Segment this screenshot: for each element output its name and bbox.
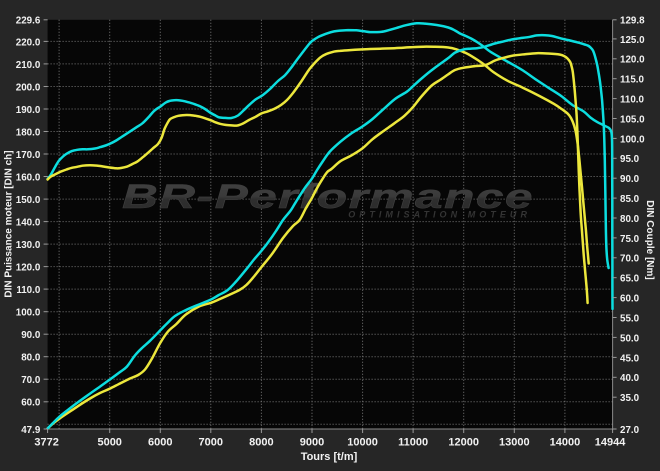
svg-text:100.0: 100.0 — [620, 134, 645, 145]
svg-text:70.0: 70.0 — [620, 254, 640, 265]
svg-text:3772: 3772 — [34, 437, 58, 449]
svg-text:OPTIMISATION MOTEUR: OPTIMISATION MOTEUR — [348, 210, 531, 220]
svg-text:60.0: 60.0 — [21, 398, 41, 409]
svg-text:220.0: 220.0 — [16, 37, 41, 48]
svg-text:85.0: 85.0 — [620, 194, 640, 205]
svg-text:10000: 10000 — [347, 437, 378, 449]
svg-text:130.0: 130.0 — [16, 240, 41, 251]
svg-text:129.8: 129.8 — [620, 16, 645, 27]
svg-text:90.0: 90.0 — [21, 330, 41, 341]
svg-text:47.9: 47.9 — [21, 425, 41, 436]
svg-text:80.0: 80.0 — [620, 214, 640, 225]
svg-text:90.0: 90.0 — [620, 174, 640, 185]
svg-text:BR-Performance: BR-Performance — [122, 178, 534, 216]
svg-text:210.0: 210.0 — [16, 60, 41, 71]
svg-text:65.0: 65.0 — [620, 274, 640, 285]
svg-text:170.0: 170.0 — [16, 150, 41, 161]
svg-text:80.0: 80.0 — [21, 353, 41, 364]
svg-text:190.0: 190.0 — [16, 105, 41, 116]
svg-text:100.0: 100.0 — [16, 308, 41, 319]
svg-text:125.0: 125.0 — [620, 35, 645, 46]
svg-text:115.0: 115.0 — [620, 75, 645, 86]
svg-text:150.0: 150.0 — [16, 195, 41, 206]
svg-text:11000: 11000 — [398, 437, 428, 449]
svg-text:60.0: 60.0 — [620, 294, 640, 305]
svg-text:DIN Puissance moteur [DIN ch]: DIN Puissance moteur [DIN ch] — [4, 150, 15, 297]
svg-text:229.6: 229.6 — [16, 16, 41, 27]
svg-text:12000: 12000 — [448, 437, 479, 449]
svg-text:95.0: 95.0 — [620, 154, 640, 165]
svg-text:75.0: 75.0 — [620, 234, 640, 245]
svg-text:40.0: 40.0 — [620, 373, 640, 384]
svg-text:180.0: 180.0 — [16, 127, 41, 138]
svg-text:5000: 5000 — [97, 437, 121, 449]
svg-text:13000: 13000 — [499, 437, 530, 449]
svg-text:160.0: 160.0 — [16, 172, 41, 183]
svg-text:8000: 8000 — [249, 437, 273, 449]
svg-text:27.0: 27.0 — [620, 425, 640, 436]
svg-text:45.0: 45.0 — [620, 353, 640, 364]
svg-text:55.0: 55.0 — [620, 313, 640, 324]
svg-text:DIN Couple [Nm]: DIN Couple [Nm] — [644, 200, 655, 279]
svg-text:6000: 6000 — [148, 437, 172, 449]
svg-text:200.0: 200.0 — [16, 82, 41, 93]
svg-text:70.0: 70.0 — [21, 375, 41, 386]
svg-text:140.0: 140.0 — [16, 218, 41, 229]
svg-text:35.0: 35.0 — [620, 393, 640, 404]
svg-text:120.0: 120.0 — [16, 263, 41, 274]
svg-text:14000: 14000 — [550, 437, 581, 449]
svg-text:105.0: 105.0 — [620, 114, 645, 125]
svg-text:110.0: 110.0 — [16, 285, 41, 296]
svg-text:9000: 9000 — [300, 437, 324, 449]
svg-text:120.0: 120.0 — [620, 55, 645, 66]
svg-text:110.0: 110.0 — [620, 95, 645, 106]
svg-text:50.0: 50.0 — [620, 333, 640, 344]
svg-text:7000: 7000 — [199, 437, 223, 449]
svg-text:14944: 14944 — [595, 437, 626, 449]
svg-text:Tours [t/m]: Tours [t/m] — [301, 451, 358, 463]
